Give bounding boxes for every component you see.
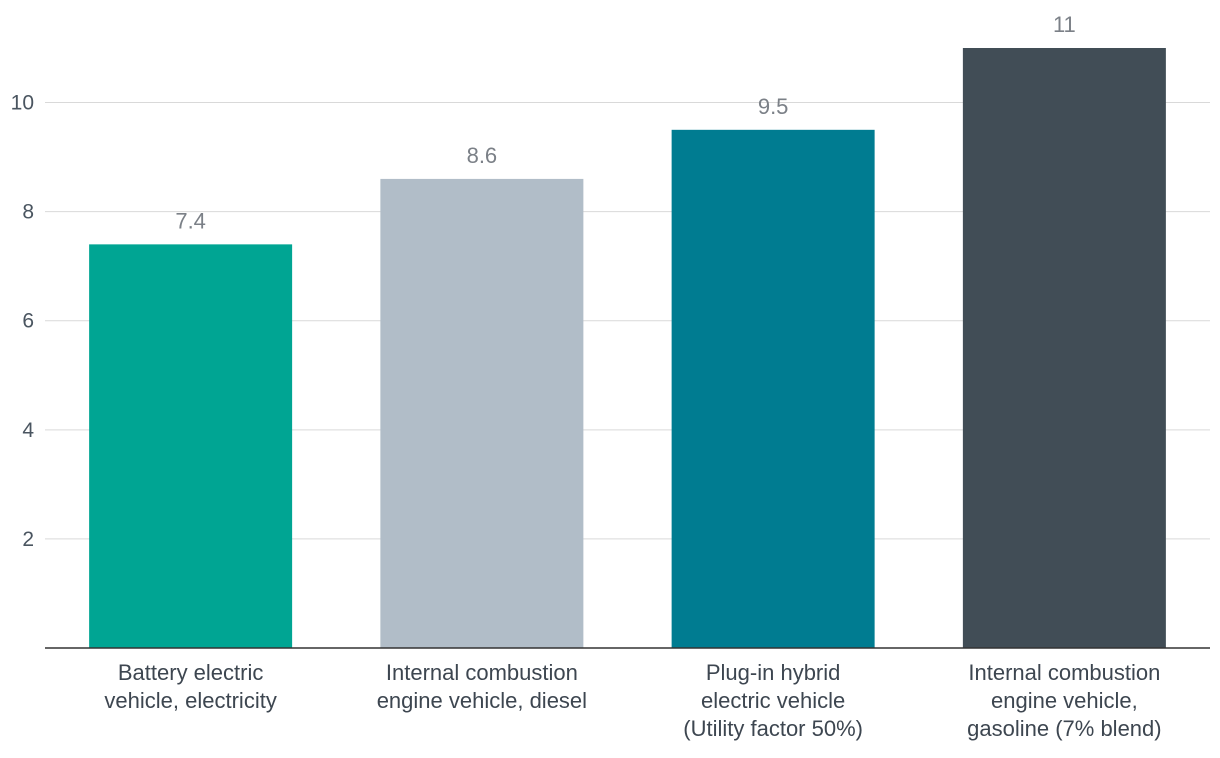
y-tick-label: 4 xyxy=(22,419,34,442)
category-label-line: Plug-in hybrid xyxy=(706,660,841,685)
bars xyxy=(89,48,1166,648)
category-label-line: Internal combustion xyxy=(968,660,1160,685)
bar xyxy=(380,178,584,648)
y-axis-ticks: 2 4 6 8 10 xyxy=(11,92,35,551)
category-label: Battery electric vehicle, electricity xyxy=(104,660,276,713)
category-label-line: engine vehicle, xyxy=(991,688,1138,713)
category-label-line: gasoline (7% blend) xyxy=(967,716,1161,741)
y-tick-label: 8 xyxy=(22,201,34,224)
category-label-line: engine vehicle, diesel xyxy=(377,688,587,713)
value-label: 9.5 xyxy=(758,94,789,119)
bar xyxy=(671,129,875,648)
category-label-line: electric vehicle xyxy=(701,688,845,713)
value-labels: 7.4 8.6 9.5 11 xyxy=(175,12,1075,233)
value-label: 7.4 xyxy=(175,208,206,233)
category-label: Internal combustion engine vehicle, diese… xyxy=(377,660,587,713)
category-label-line: vehicle, electricity xyxy=(104,688,276,713)
category-label: Internal combustion engine vehicle, gasoli… xyxy=(967,660,1161,741)
category-label: Plug-in hybrid electric vehicle (Utility f… xyxy=(683,660,863,741)
y-tick-label: 2 xyxy=(22,528,34,551)
y-tick-label: 6 xyxy=(22,310,34,333)
bar xyxy=(962,48,1166,648)
value-label: 11 xyxy=(1053,12,1076,37)
category-label-line: Battery electric xyxy=(118,660,264,685)
category-label-line: (Utility factor 50%) xyxy=(683,716,863,741)
category-labels: Battery electric vehicle, electricity Inte… xyxy=(104,660,1161,741)
bar xyxy=(89,244,293,648)
value-label: 8.6 xyxy=(467,143,498,168)
y-tick-label: 10 xyxy=(11,92,34,115)
category-label-line: Internal combustion xyxy=(386,660,578,685)
